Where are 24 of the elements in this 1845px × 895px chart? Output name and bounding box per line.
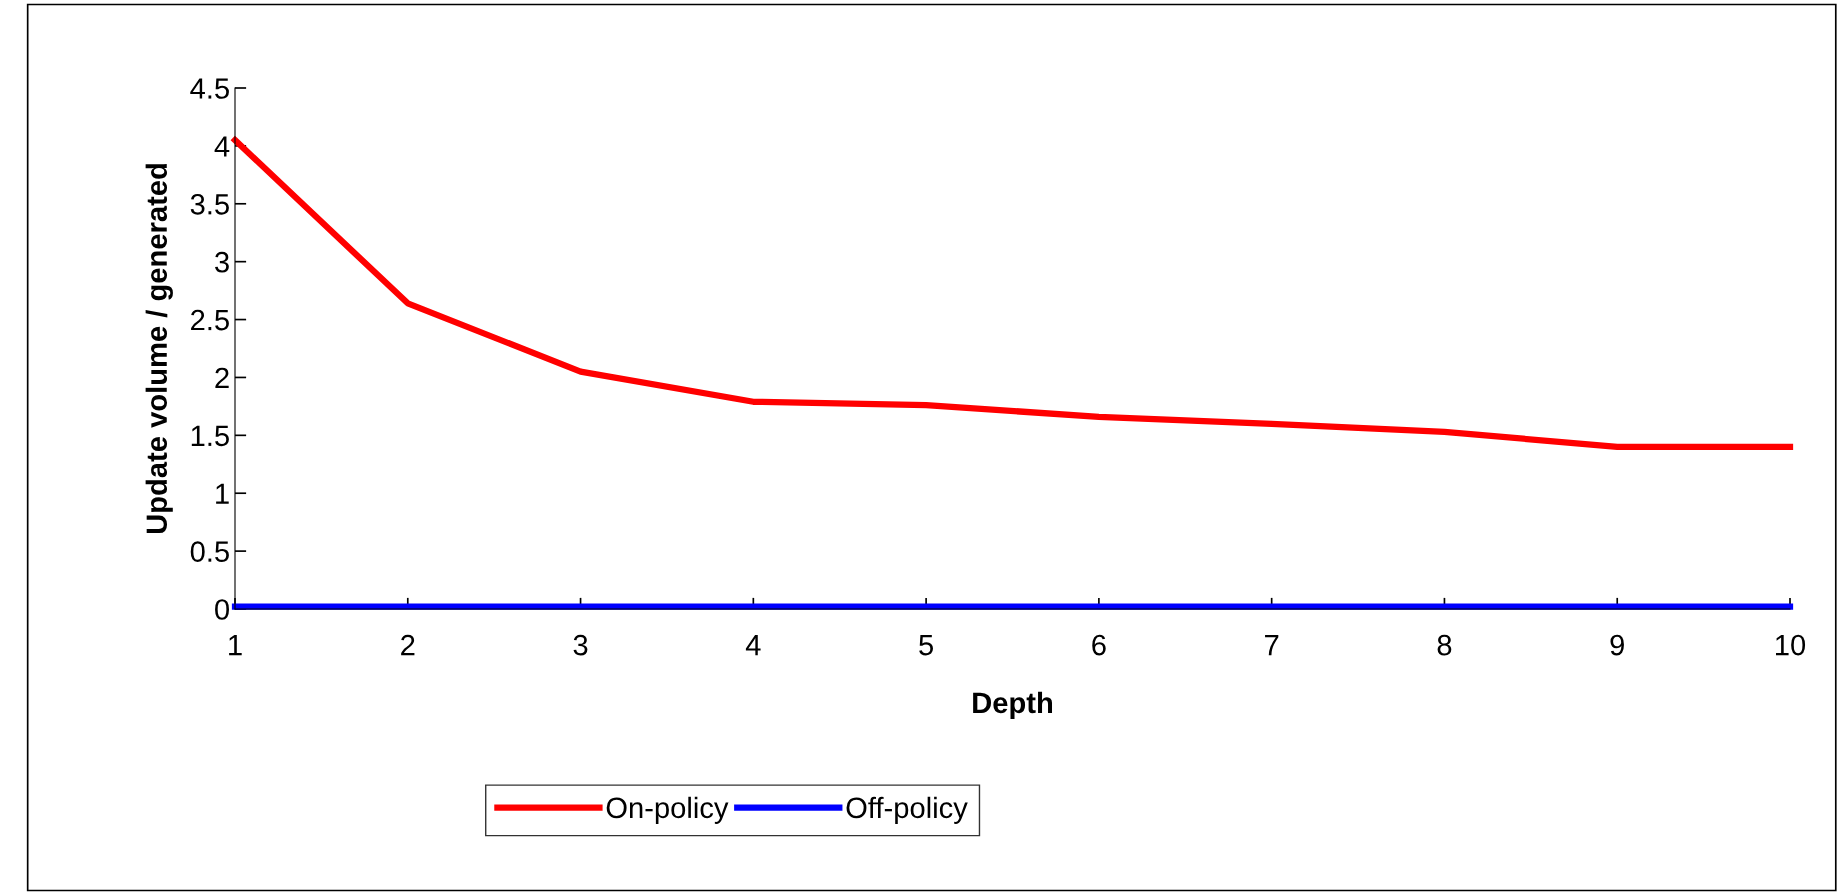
x-tick-label: 3 xyxy=(573,634,588,656)
y-tick-label: 2.5 xyxy=(191,309,229,331)
x-tick-label: 4 xyxy=(745,635,761,656)
y-tick-label: 4 xyxy=(214,136,230,157)
y-tick-label: 1.5 xyxy=(191,425,229,447)
x-tick-label: 7 xyxy=(1265,635,1279,656)
y-tick-label: 1 xyxy=(216,483,229,504)
x-tick-label: 9 xyxy=(1610,634,1624,656)
y-axis-title: Update volume / generated xyxy=(145,164,173,534)
x-axis-title: Depth xyxy=(973,691,1053,719)
x-tick-label: 10 xyxy=(1776,634,1806,656)
x-tick-label: 2 xyxy=(401,634,415,656)
y-tick-label: 0 xyxy=(215,599,229,620)
x-tick-label: 5 xyxy=(919,635,933,656)
legend-label: Off-policy xyxy=(846,796,968,824)
y-tick-label: 3 xyxy=(215,251,229,273)
y-tick-label: 4.5 xyxy=(190,78,229,99)
y-tick-label: 2 xyxy=(215,367,229,389)
x-tick-label: 1 xyxy=(229,635,242,656)
x-tick-label: 6 xyxy=(1092,634,1106,656)
legend-label: On-policy xyxy=(606,796,729,824)
x-tick-label: 8 xyxy=(1437,634,1452,656)
y-tick-label: 0.5 xyxy=(190,541,229,562)
y-tick-label: 3.5 xyxy=(190,193,229,215)
